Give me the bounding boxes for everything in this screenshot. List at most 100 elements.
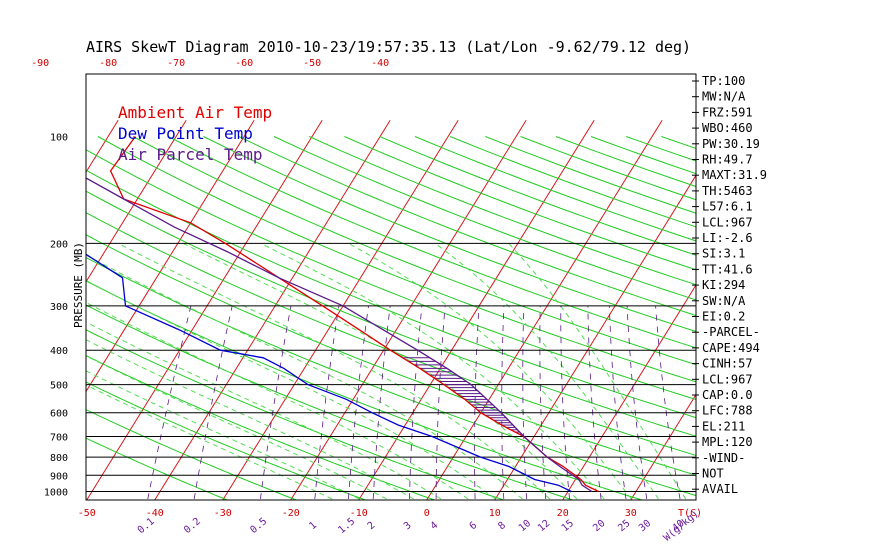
pressure-tick-label: 200 xyxy=(50,239,68,250)
moist-adiabat-line xyxy=(183,242,578,500)
moist-adiabat-line xyxy=(434,242,659,500)
bottom-temp-tick-label: 10 xyxy=(489,508,501,519)
isotherm-line xyxy=(358,119,595,500)
bottom-temp-tick-label: 30 xyxy=(625,508,637,519)
moist-adiabat-line xyxy=(86,370,360,500)
temp-axis-unit-label: T(C) xyxy=(678,508,702,519)
top-temp-tick-label: -60 xyxy=(235,58,253,69)
index-entry: LI:-2.6 xyxy=(702,231,753,245)
isotherm-line xyxy=(494,174,696,500)
index-entry: SW:N/A xyxy=(702,294,746,308)
dry-adiabat-line xyxy=(86,190,696,437)
dry-adiabat-line xyxy=(86,149,696,401)
moist-adiabat-line xyxy=(86,355,387,500)
top-temp-tick-label: -50 xyxy=(303,58,321,69)
chart-title: AIRS SkewT Diagram 2010-10-23/19:57:35.1… xyxy=(86,38,691,56)
index-entry: AVAIL xyxy=(702,482,738,496)
index-entry: CAP:0.0 xyxy=(702,388,753,402)
dry-adiabat-line xyxy=(168,136,696,349)
legend-entry: Dew Point Temp xyxy=(118,124,253,143)
chart-legend: Ambient Air Temp Dew Point Temp Air Parcel… xyxy=(118,103,272,164)
legend-entry: Ambient Air Temp xyxy=(118,103,272,122)
moist-adiabat-line xyxy=(86,339,414,500)
isotherm-line xyxy=(86,119,323,500)
pressure-tick-label: 400 xyxy=(50,346,68,357)
profile-series xyxy=(86,136,599,493)
cape-hatching xyxy=(402,357,522,435)
moist-adiabat-line xyxy=(86,321,442,500)
pressure-tick-label: 1000 xyxy=(44,488,68,499)
index-entry: MPL:120 xyxy=(702,435,753,449)
dry-adiabat-line xyxy=(132,136,696,366)
mixing-ratio-label: 6 xyxy=(468,520,480,532)
parcel-temp-line xyxy=(86,177,593,493)
index-entry: L57:6.1 xyxy=(702,200,753,214)
dry-adiabat-line xyxy=(86,212,696,457)
bottom-temp-tick-label: -50 xyxy=(78,508,96,519)
moist-adiabat-line xyxy=(118,242,551,500)
dry-adiabat-line xyxy=(273,136,696,301)
mixing-ratio-label: 3 xyxy=(402,520,414,532)
plot-border-line xyxy=(85,73,697,501)
moist-adiabat-line xyxy=(348,242,632,500)
pressure-tick-label: 800 xyxy=(50,453,68,464)
index-entry: TP:100 xyxy=(702,74,745,88)
moist-adiabat-line xyxy=(86,254,523,500)
index-entry: FRZ:591 xyxy=(702,105,753,119)
index-entry: KI:294 xyxy=(702,278,745,292)
mixing-ratio-label: 1 xyxy=(307,520,319,532)
moist-adiabat-line xyxy=(86,279,496,500)
index-entry: MW:N/A xyxy=(702,90,746,104)
mixing-ratio-label: 8 xyxy=(496,520,508,532)
pressure-tick-label: 600 xyxy=(50,409,68,420)
pressure-tick-label: 900 xyxy=(50,471,68,482)
mixing-ratio-label: 4 xyxy=(429,520,441,532)
pressure-tick-label: 500 xyxy=(50,381,68,392)
index-entry: NOT xyxy=(702,467,724,481)
pressure-tick-label: 300 xyxy=(50,302,68,313)
isotherm-line xyxy=(154,119,391,500)
moist-adiabat-line xyxy=(260,242,605,500)
index-entry: RH:49.7 xyxy=(702,153,753,167)
top-temp-tick-label: -40 xyxy=(371,58,389,69)
index-entry: EL:211 xyxy=(702,419,745,433)
dry-adiabat-line xyxy=(86,169,696,419)
bottom-temp-tick-label: 0 xyxy=(424,508,430,519)
ambient-temp-line xyxy=(109,136,599,493)
dry-adiabat-line xyxy=(203,136,696,333)
moist-adiabat-line xyxy=(86,384,333,500)
index-entry: LFC:788 xyxy=(702,404,753,418)
index-entry: CINH:57 xyxy=(702,357,753,371)
index-entry: CAPE:494 xyxy=(702,341,760,355)
moist-adiabat-line xyxy=(508,243,687,500)
index-entry: SI:3.1 xyxy=(702,247,745,261)
dew-point-line xyxy=(86,253,572,493)
dry-adiabat-line xyxy=(238,136,696,317)
moist-adiabat-line xyxy=(86,301,469,500)
bottom-temp-tick-label: -20 xyxy=(282,508,300,519)
isotherm-line xyxy=(426,119,663,500)
index-entry: LCL:967 xyxy=(702,215,753,229)
index-entry: -PARCEL- xyxy=(702,325,760,339)
index-entry: PW:30.19 xyxy=(702,137,760,151)
mixing-ratio-label: 2 xyxy=(366,520,378,532)
isotherm-line xyxy=(86,119,187,283)
dry-adiabat-line xyxy=(308,136,696,286)
index-entry: MAXT:31.9 xyxy=(702,168,767,182)
background-grid xyxy=(86,119,696,500)
top-temp-tick-label: -70 xyxy=(167,58,185,69)
index-entry: LCL:967 xyxy=(702,372,753,386)
top-temp-tick-label: -80 xyxy=(99,58,117,69)
index-entry: TH:5463 xyxy=(702,184,753,198)
pressure-tick-label: 700 xyxy=(50,433,68,444)
bottom-temp-tick-label: 20 xyxy=(557,508,569,519)
bottom-temp-tick-label: -10 xyxy=(350,508,368,519)
index-entry: EI:0.2 xyxy=(702,310,745,324)
index-entry: WBO:460 xyxy=(702,121,753,135)
top-temp-tick-label: -90 xyxy=(31,58,49,69)
pressure-tick-label: 100 xyxy=(50,133,68,144)
bottom-temp-tick-label: -40 xyxy=(146,508,164,519)
